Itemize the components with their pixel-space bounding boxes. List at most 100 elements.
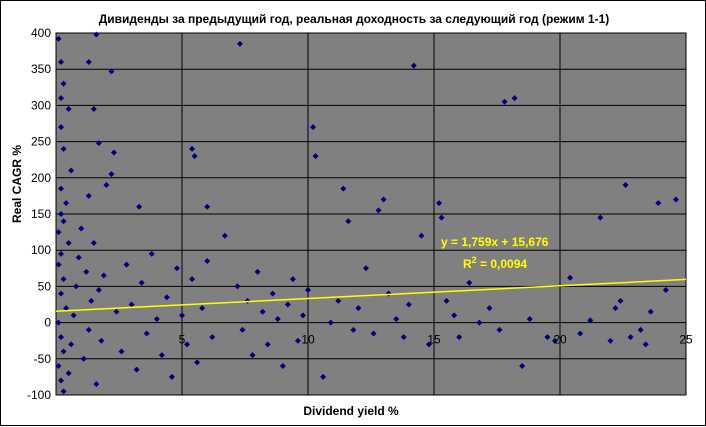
data-point xyxy=(189,145,196,152)
data-point xyxy=(519,363,526,370)
x-tick-label: 10 xyxy=(301,332,315,346)
grid xyxy=(55,32,687,396)
chart-title: Дивиденды за предыдущий год, реальная до… xyxy=(99,12,610,26)
x-tick-label: 5 xyxy=(179,332,186,346)
data-point xyxy=(655,200,662,207)
y-tick-label: -50 xyxy=(34,352,52,366)
data-point xyxy=(55,229,62,236)
data-point xyxy=(637,326,644,333)
data-point xyxy=(75,254,82,261)
data-point xyxy=(410,62,417,69)
data-point xyxy=(93,381,100,388)
data-point xyxy=(305,287,311,294)
data-point xyxy=(60,348,67,355)
y-tick-label: 50 xyxy=(38,279,52,293)
axis-ticks: -100 -50 0 50 100 150 200 250 300 350 400 5 10 15 20 25 xyxy=(27,26,693,402)
data-point xyxy=(310,124,317,131)
data-point xyxy=(90,239,97,246)
data-point xyxy=(98,337,105,344)
data-point xyxy=(496,326,503,333)
data-point xyxy=(55,35,62,42)
data-point xyxy=(254,268,261,275)
data-point xyxy=(189,276,196,283)
data-point xyxy=(264,341,271,348)
data-point xyxy=(466,279,473,286)
data-point xyxy=(58,124,65,131)
data-point xyxy=(312,153,319,160)
data-point xyxy=(65,106,72,113)
data-point xyxy=(60,145,67,152)
data-point xyxy=(191,153,198,160)
data-point xyxy=(597,214,604,221)
data-point xyxy=(58,95,65,102)
y-axis-title: Real CAGR % xyxy=(10,145,24,223)
trendline-r2: R2 = 0,0094 xyxy=(463,255,527,271)
y-tick-label: -100 xyxy=(27,388,51,402)
data-point xyxy=(221,232,228,239)
data-point xyxy=(612,305,619,312)
data-point xyxy=(375,207,382,214)
data-point xyxy=(284,301,291,308)
data-point xyxy=(95,140,102,147)
data-point xyxy=(110,149,117,156)
data-points xyxy=(55,31,679,395)
data-point xyxy=(405,301,412,308)
data-point xyxy=(335,297,342,304)
data-point xyxy=(184,341,191,348)
data-point xyxy=(60,276,67,283)
data-point xyxy=(209,334,216,341)
data-point xyxy=(476,319,483,326)
data-point xyxy=(299,312,306,319)
data-point xyxy=(78,225,85,232)
x-tick-label: 20 xyxy=(553,332,567,346)
data-point xyxy=(622,182,629,189)
data-point xyxy=(642,341,649,348)
data-point xyxy=(662,287,669,294)
data-point xyxy=(362,265,369,272)
data-point xyxy=(68,167,75,174)
data-point xyxy=(55,363,62,370)
data-point xyxy=(153,315,160,322)
data-point xyxy=(274,315,281,322)
data-point xyxy=(138,279,145,286)
data-point xyxy=(526,315,533,322)
data-point xyxy=(289,276,296,283)
data-point xyxy=(60,80,67,87)
data-point xyxy=(279,363,286,370)
data-point xyxy=(58,290,65,297)
r2-suffix: = 0,0094 xyxy=(477,257,528,271)
data-point xyxy=(168,373,175,380)
data-point xyxy=(194,359,201,366)
x-axis-title: Dividend yield % xyxy=(303,404,399,418)
data-point xyxy=(60,388,67,395)
y-tick-label: 100 xyxy=(31,243,51,257)
x-tick-label: 15 xyxy=(427,332,441,346)
data-point xyxy=(90,106,97,113)
data-point xyxy=(551,337,558,344)
y-tick-label: 250 xyxy=(31,135,51,149)
data-point xyxy=(83,268,90,275)
data-point xyxy=(501,98,508,105)
data-point xyxy=(350,326,357,333)
data-point xyxy=(672,196,679,203)
data-point xyxy=(204,258,211,265)
data-point xyxy=(647,308,654,315)
data-point xyxy=(587,317,594,324)
data-point xyxy=(103,182,110,189)
data-point xyxy=(136,203,143,210)
data-point xyxy=(236,40,243,47)
trend-line xyxy=(55,278,687,312)
data-point xyxy=(113,308,120,315)
y-tick-label: 400 xyxy=(31,26,51,40)
data-point xyxy=(234,283,241,290)
data-point xyxy=(393,315,400,322)
data-point xyxy=(199,305,206,312)
data-point xyxy=(294,337,301,344)
data-point xyxy=(418,232,425,239)
data-point xyxy=(65,370,72,377)
y-tick-label: 150 xyxy=(31,207,51,221)
data-point xyxy=(269,290,276,297)
data-point xyxy=(148,250,155,257)
data-point xyxy=(65,239,72,246)
